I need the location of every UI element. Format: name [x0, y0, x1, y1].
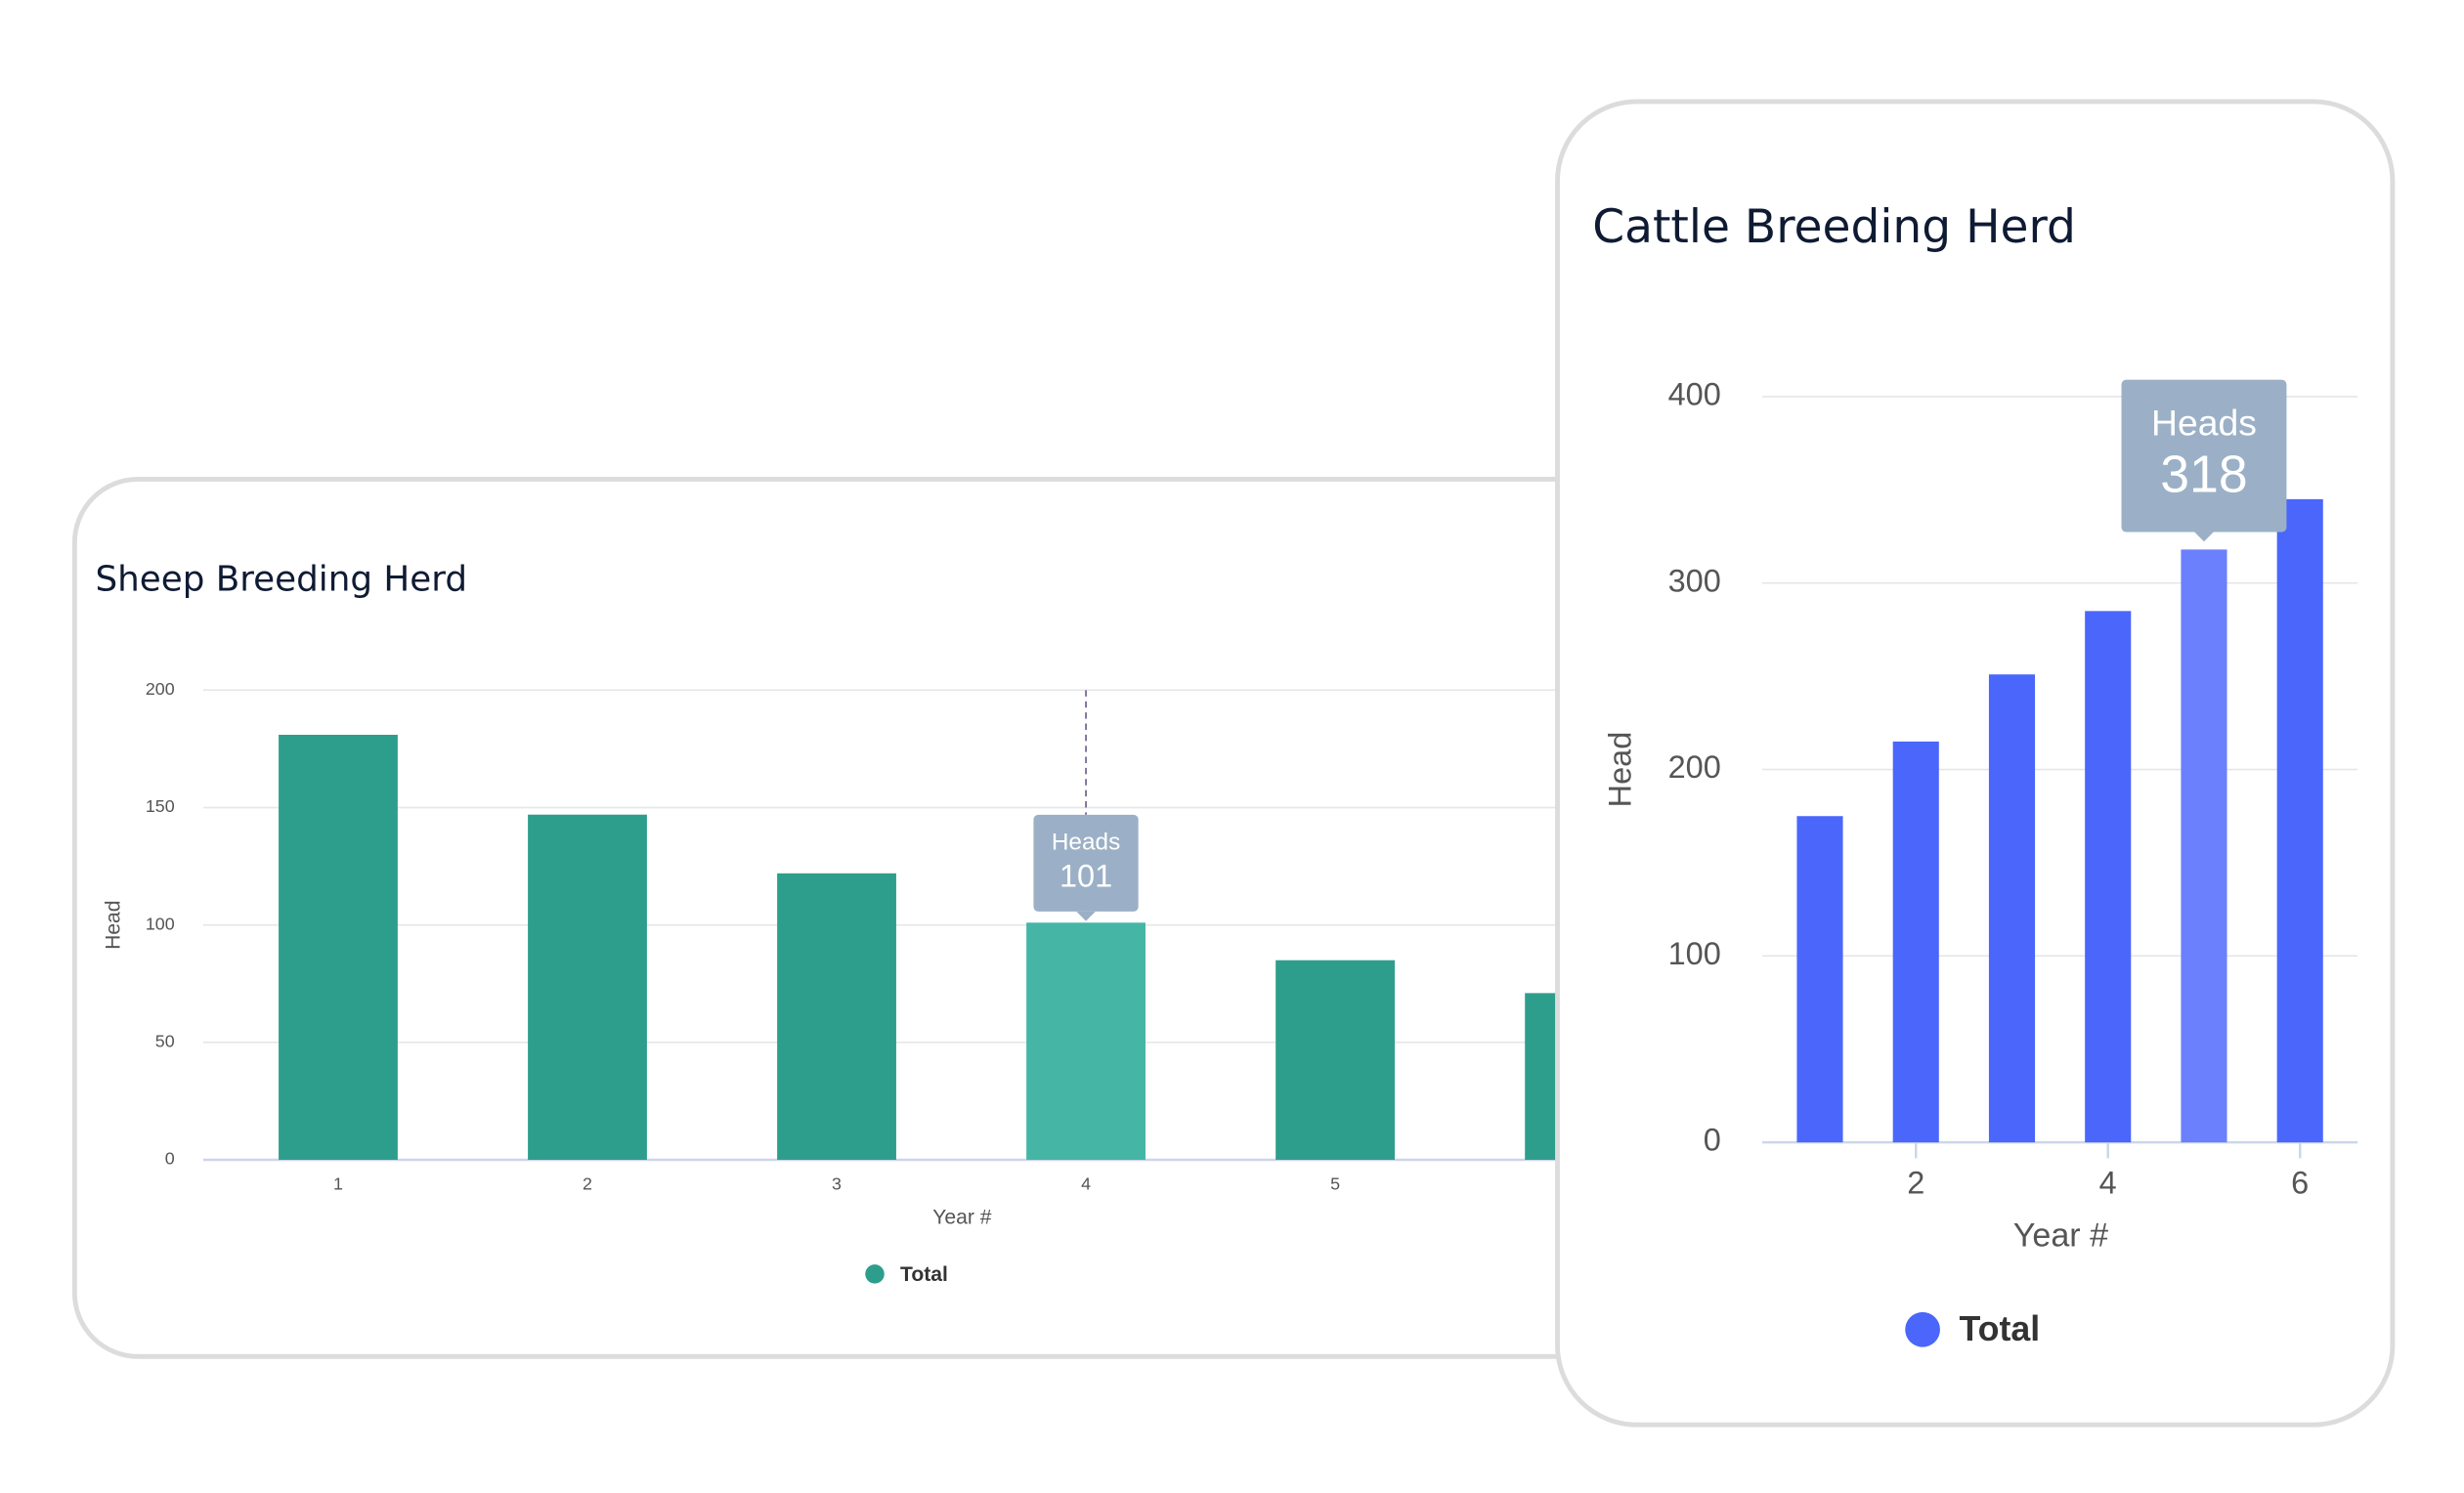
bar [2085, 611, 2132, 1143]
tooltip-value: 318 [2160, 445, 2247, 503]
tooltip-pointer [1076, 911, 1096, 921]
x-tick-label: 6 [2291, 1166, 2309, 1201]
y-tick-label: 0 [1704, 1123, 1721, 1158]
tooltip-pointer [2194, 532, 2214, 542]
bar [2276, 498, 2323, 1143]
y-tick-label: 200 [1668, 749, 1721, 785]
y-tick-label: 100 [1668, 936, 1721, 971]
x-tick-label: 5 [1330, 1174, 1340, 1194]
bar [1988, 674, 2036, 1143]
tooltip-box [2121, 379, 2287, 533]
x-tick-label: 2 [1907, 1166, 1924, 1201]
cattle-card: Cattle Breeding Herd 0 100 200 300 400 2 4 6 Tot… [1555, 99, 2396, 1428]
x-tick-label: 2 [583, 1174, 592, 1194]
x-axis-title: Year # [932, 1207, 992, 1229]
x-axis-title: Year # [2013, 1217, 2108, 1255]
chart-title: Cattle Breeding Herd [1592, 200, 2076, 254]
y-tick-label: 150 [146, 796, 175, 816]
y-tick-label: 400 [1668, 377, 1721, 412]
bar [1275, 960, 1395, 1161]
y-tick-label: 0 [165, 1149, 175, 1169]
bar [1796, 816, 1843, 1143]
x-tick-label: 1 [333, 1174, 343, 1194]
bar [528, 814, 647, 1161]
legend-marker [865, 1264, 885, 1284]
y-tick-label: 50 [155, 1032, 175, 1051]
bar [2181, 549, 2227, 1143]
y-axis-title: Head [103, 900, 125, 949]
tooltip-box [1033, 814, 1139, 912]
bar [279, 735, 398, 1161]
chart-title: Sheep Breeding Herd [95, 559, 467, 599]
tooltip-value: 101 [1059, 858, 1112, 893]
y-tick-label: 300 [1668, 563, 1721, 598]
y-axis-title: Head [1603, 732, 1638, 808]
bar [1892, 741, 1939, 1143]
x-tick-label: 4 [1081, 1174, 1091, 1194]
bar [777, 873, 896, 1161]
legend-marker [1905, 1311, 1940, 1347]
y-tick-label: 200 [146, 679, 175, 699]
tooltip-label: Heads [1052, 830, 1120, 856]
sheep-card: Sheep Breeding Herd 0 50 100 150 200 1 2 3 4 5 Tot… [71, 476, 1709, 1359]
y-tick-label: 100 [146, 914, 175, 933]
legend-label: Total [1959, 1309, 2040, 1348]
x-tick-label: 3 [832, 1174, 842, 1194]
x-tick-label: 4 [2099, 1166, 2117, 1201]
legend-label: Total [900, 1263, 948, 1286]
tooltip-label: Heads [2151, 403, 2257, 444]
bar [1026, 922, 1146, 1161]
